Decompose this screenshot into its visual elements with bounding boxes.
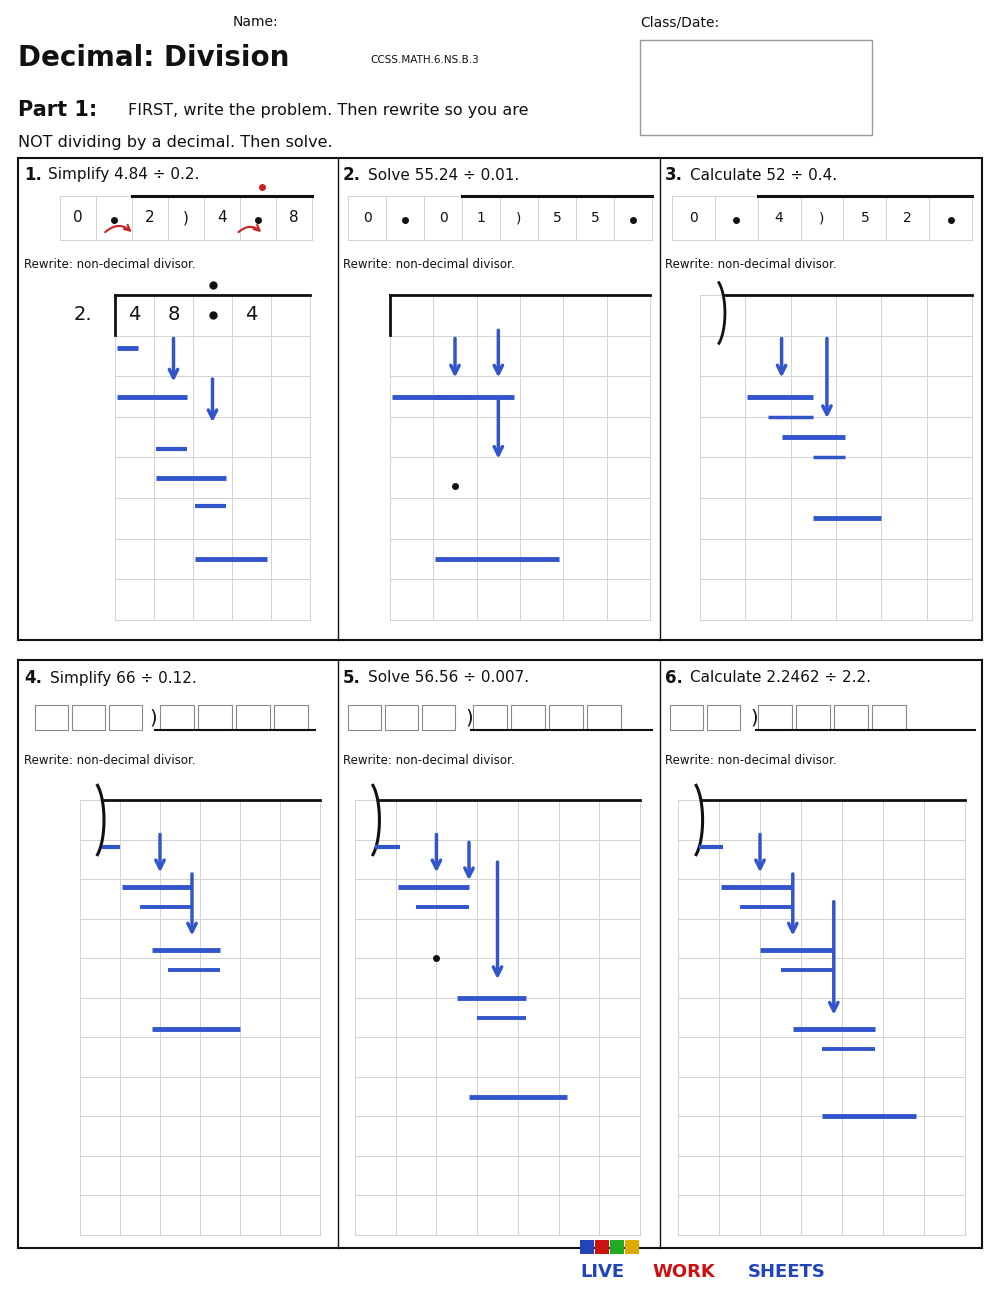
Text: 5: 5	[591, 210, 599, 225]
Text: ): )	[183, 210, 189, 226]
Bar	[670, 705, 703, 729]
Bar	[595, 1239, 609, 1254]
Text: 2: 2	[903, 210, 912, 225]
Text: 4: 4	[245, 306, 258, 324]
Text: M:: M:	[713, 86, 723, 96]
Text: Solve 56.56 ÷ 0.007.: Solve 56.56 ÷ 0.007.	[368, 670, 529, 686]
Text: ): )	[149, 707, 157, 727]
Text: 5: 5	[860, 210, 869, 225]
Bar	[35, 705, 68, 729]
Bar	[109, 705, 142, 729]
Text: Divide: Divide	[736, 70, 765, 79]
Bar	[758, 705, 792, 729]
Text: B:: B:	[714, 121, 723, 130]
Bar	[640, 40, 872, 136]
Bar	[872, 705, 906, 729]
Text: 2.: 2.	[74, 306, 92, 324]
Bar	[473, 705, 507, 729]
Bar	[348, 705, 381, 729]
Text: 0: 0	[363, 210, 371, 225]
Text: 4: 4	[775, 210, 784, 225]
Text: Subtract: Subtract	[736, 105, 775, 114]
Bar	[385, 705, 418, 729]
Text: 5: 5	[553, 210, 561, 225]
Bar	[610, 1239, 624, 1254]
Text: 2.: 2.	[343, 167, 361, 185]
Text: 8: 8	[167, 306, 180, 324]
Text: 1: 1	[477, 210, 485, 225]
Text: Solve 55.24 ÷ 0.01.: Solve 55.24 ÷ 0.01.	[368, 168, 519, 182]
Text: D:: D:	[713, 70, 723, 79]
Text: Calculate 52 ÷ 0.4.: Calculate 52 ÷ 0.4.	[690, 168, 837, 182]
Bar	[707, 705, 740, 729]
Text: Rewrite: non-decimal divisor.: Rewrite: non-decimal divisor.	[24, 754, 196, 767]
Text: 2: 2	[145, 210, 155, 226]
Text: 5.: 5.	[343, 669, 361, 687]
Text: ): )	[516, 210, 522, 225]
Text: 0: 0	[73, 210, 83, 226]
Text: 4: 4	[217, 210, 227, 226]
Text: Multiply: Multiply	[736, 86, 772, 96]
Bar	[796, 705, 830, 729]
Text: WORK: WORK	[652, 1263, 715, 1281]
Text: Decimal: Division: Decimal: Division	[18, 44, 289, 72]
Text: Calculate 2.2462 ÷ 2.2.: Calculate 2.2462 ÷ 2.2.	[690, 670, 871, 686]
Text: 4: 4	[128, 306, 141, 324]
Bar	[511, 705, 545, 729]
Text: ): )	[465, 707, 473, 727]
Text: 1.: 1.	[24, 167, 42, 185]
Bar	[580, 1239, 594, 1254]
Text: Simplify 66 ÷ 0.12.: Simplify 66 ÷ 0.12.	[50, 670, 197, 686]
Text: STEPS: STEPS	[667, 48, 701, 58]
Text: SHEETS: SHEETS	[748, 1263, 826, 1281]
Bar	[198, 705, 232, 729]
Text: CCSS.MATH.6.NS.B.3: CCSS.MATH.6.NS.B.3	[370, 56, 479, 65]
Bar	[587, 705, 621, 729]
Bar	[625, 1239, 639, 1254]
Bar	[274, 705, 308, 729]
Text: FIRST, write the problem. Then rewrite so you are: FIRST, write the problem. Then rewrite s…	[128, 102, 528, 117]
Text: Class/Date:: Class/Date:	[640, 15, 720, 28]
Bar	[834, 705, 868, 729]
Bar	[72, 705, 105, 729]
Text: LIVE: LIVE	[580, 1263, 624, 1281]
Text: ): )	[750, 707, 758, 727]
Text: Bring Down: Bring Down	[736, 121, 789, 130]
Text: 6.: 6.	[665, 669, 683, 687]
Text: Rewrite: non-decimal divisor.: Rewrite: non-decimal divisor.	[24, 258, 196, 271]
Text: ): )	[819, 210, 825, 225]
Text: 0: 0	[689, 210, 698, 225]
Text: Part 1:: Part 1:	[18, 99, 97, 120]
Text: Name:: Name:	[232, 15, 278, 28]
Text: Simplify 4.84 ÷ 0.2.: Simplify 4.84 ÷ 0.2.	[48, 168, 199, 182]
Text: 3.: 3.	[665, 167, 683, 185]
Bar	[422, 705, 455, 729]
Bar	[160, 705, 194, 729]
Text: Rewrite: non-decimal divisor.: Rewrite: non-decimal divisor.	[343, 754, 515, 767]
Bar	[549, 705, 583, 729]
Text: Rewrite: non-decimal divisor.: Rewrite: non-decimal divisor.	[665, 258, 837, 271]
Bar	[236, 705, 270, 729]
Text: 4.: 4.	[24, 669, 42, 687]
Text: S:: S:	[715, 105, 723, 114]
Text: 8: 8	[289, 210, 299, 226]
Text: 0: 0	[439, 210, 447, 225]
Text: Rewrite: non-decimal divisor.: Rewrite: non-decimal divisor.	[665, 754, 837, 767]
Text: NOT dividing by a decimal. Then solve.: NOT dividing by a decimal. Then solve.	[18, 136, 333, 151]
Text: Rewrite: non-decimal divisor.: Rewrite: non-decimal divisor.	[343, 258, 515, 271]
